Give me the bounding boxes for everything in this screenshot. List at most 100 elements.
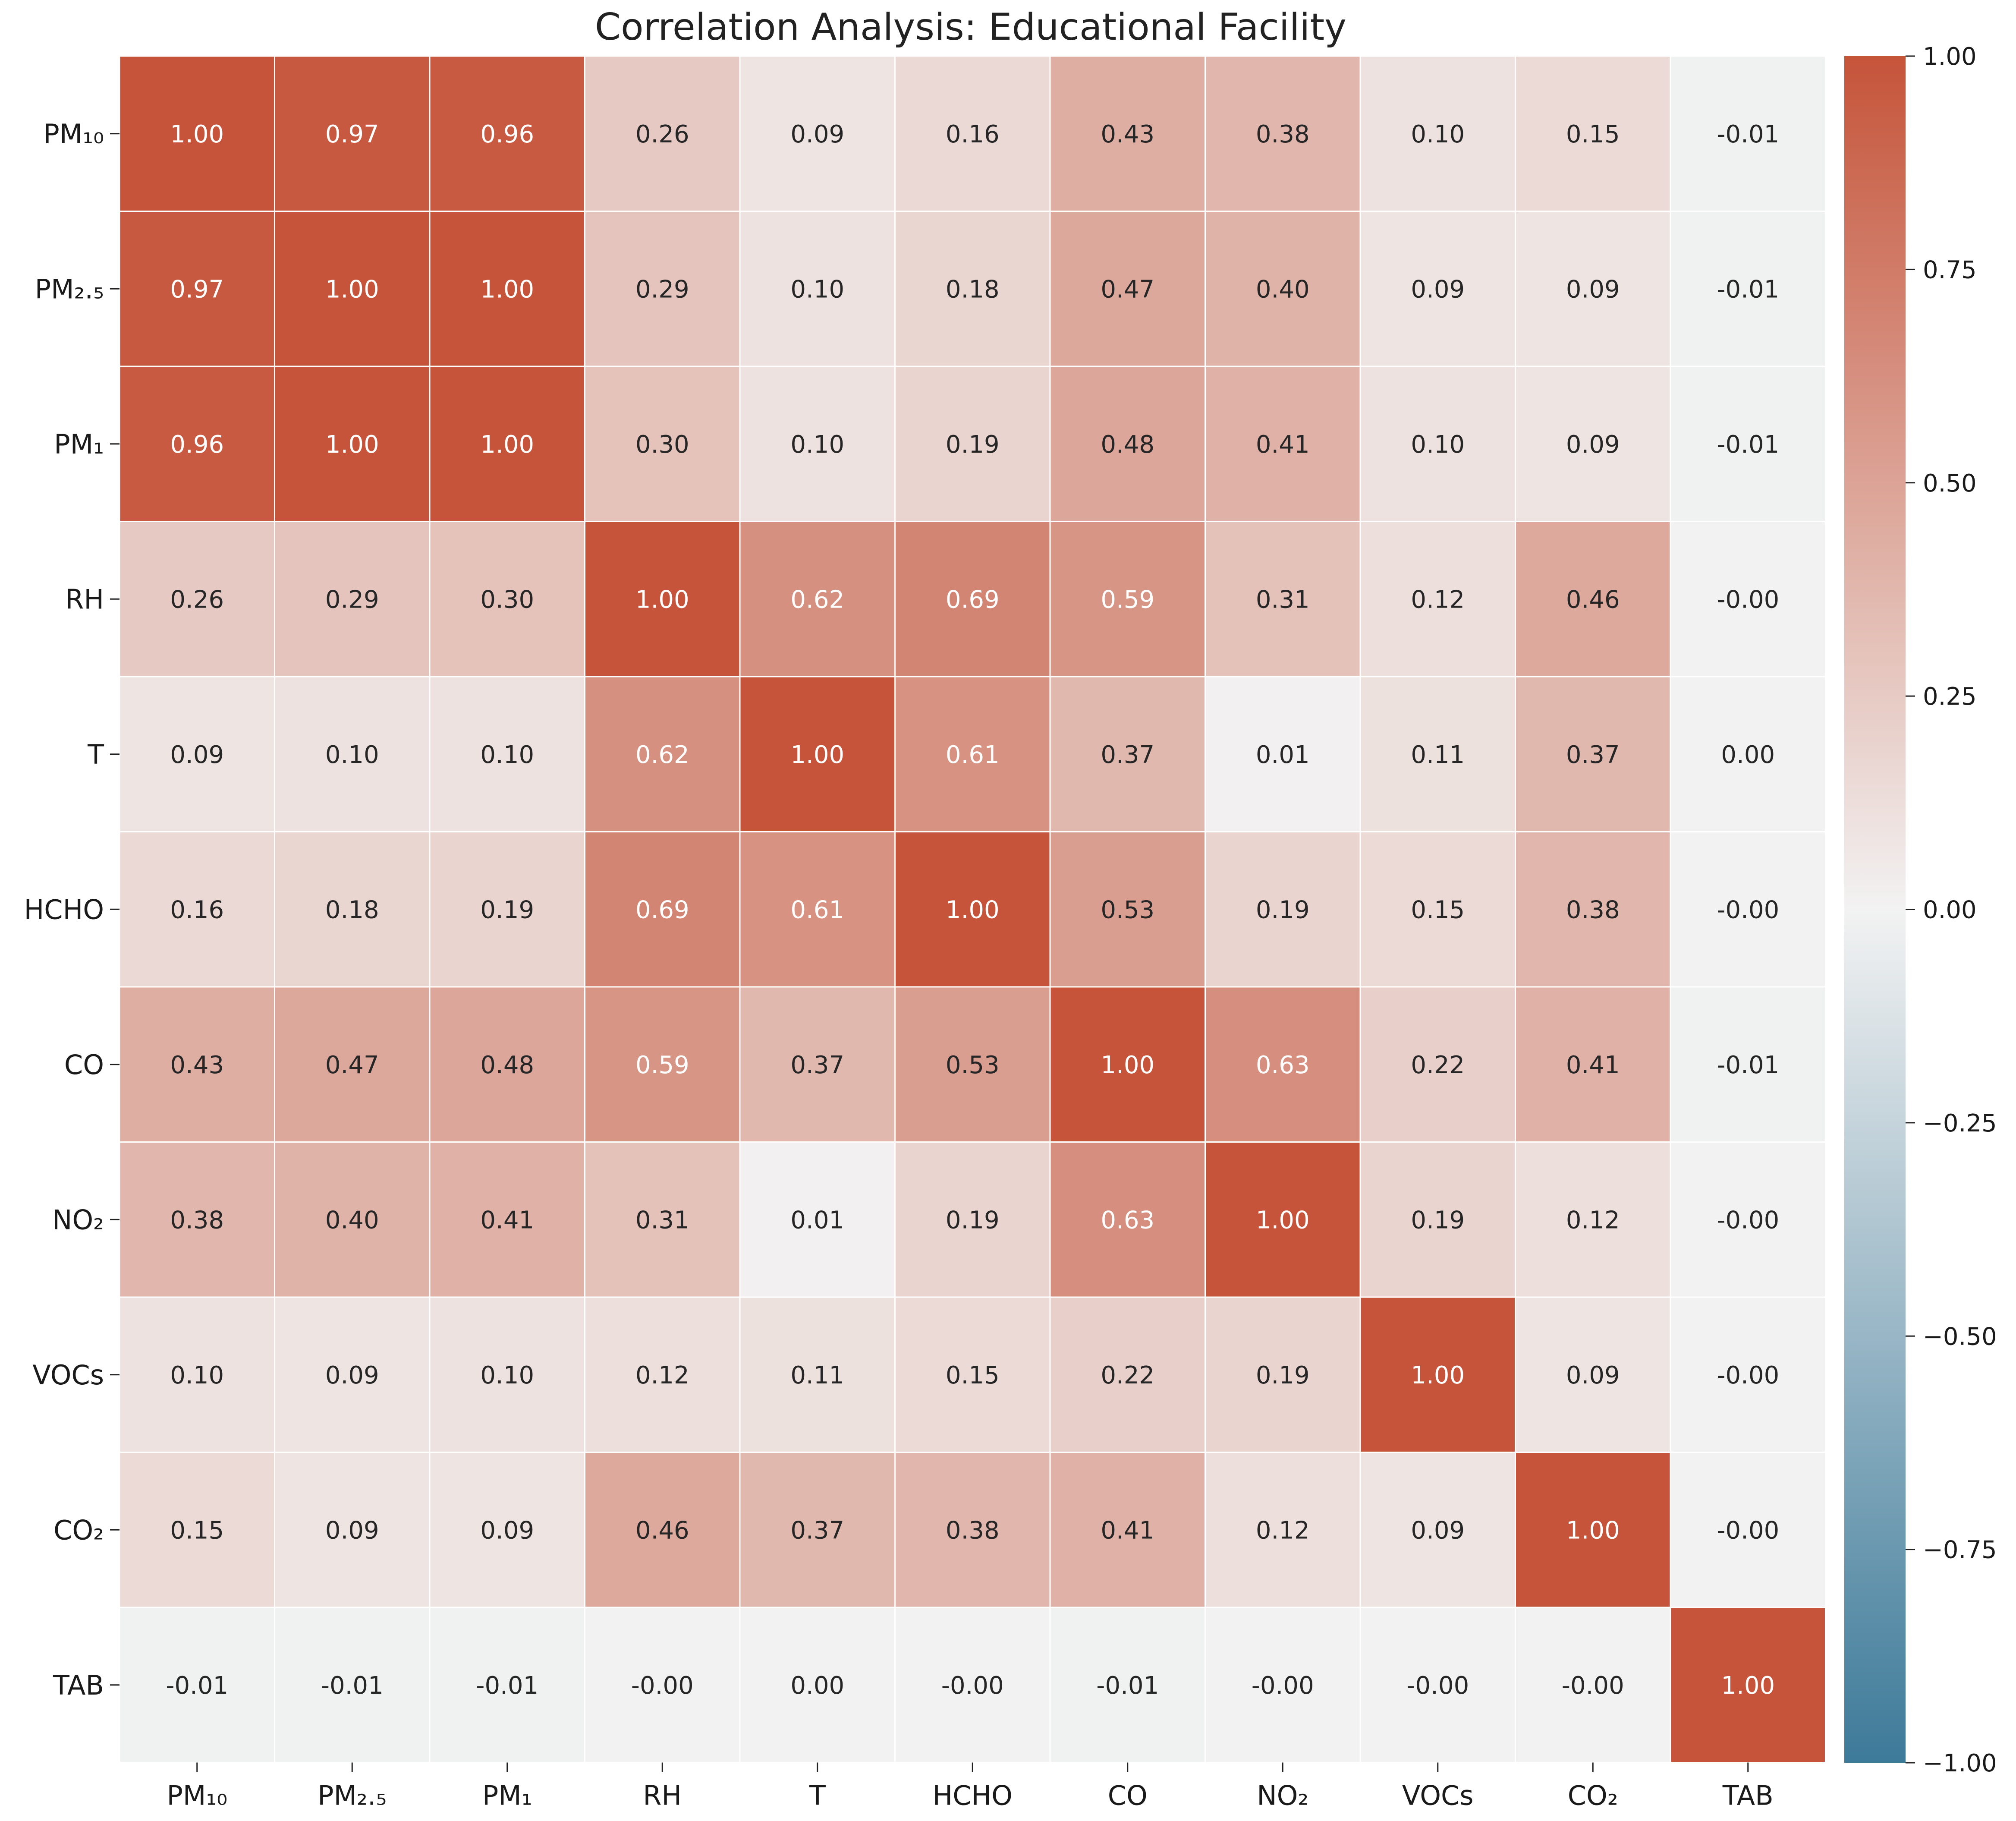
cell-value-label: 0.40: [325, 1206, 379, 1234]
column-tick-label: NO₂: [1257, 1780, 1308, 1812]
heatmap-cell: [119, 1607, 275, 1763]
heatmap-cell: [1670, 365, 1826, 522]
cell-value-label: 0.09: [1411, 275, 1465, 303]
cell-value-label: 0.30: [635, 431, 689, 459]
row-tick-label: RH: [65, 583, 104, 615]
heatmap-cell: [894, 55, 1051, 212]
column-tick-label: RH: [643, 1780, 682, 1812]
cell-value-label: 1.00: [635, 586, 689, 614]
cell-value-label: 1.00: [1101, 1051, 1154, 1079]
cell-value-label: 1.00: [480, 431, 534, 459]
heatmap-cell: [1359, 521, 1516, 677]
heatmap-cell: [584, 211, 741, 367]
cell-value-label: 1.00: [790, 741, 844, 769]
cell-value-label: 0.19: [946, 1206, 1000, 1234]
cell-value-label: 0.96: [480, 120, 534, 148]
cell-value-label: 1.00: [1411, 1361, 1465, 1389]
heatmap-cell: [894, 1607, 1051, 1763]
row-tick-label: PM₁₀: [43, 118, 104, 150]
heatmap-cell: [1359, 676, 1516, 832]
heatmap-cell: [119, 1141, 275, 1298]
row-tick-label: T: [87, 739, 104, 770]
heatmap-cell: [584, 1141, 741, 1298]
cell-value-label: 0.18: [946, 275, 1000, 303]
column-tick-label: CO: [1108, 1780, 1148, 1812]
heatmap-cell: [894, 211, 1051, 367]
cell-value-label: -0.00: [1717, 1516, 1779, 1544]
cell-value-label: -0.01: [166, 1672, 228, 1700]
heatmap-cell: [894, 676, 1051, 832]
cell-value-label: 0.69: [635, 896, 689, 924]
heatmap-cell: [1205, 1452, 1361, 1608]
cell-value-label: -0.01: [321, 1672, 384, 1700]
heatmap-cell: [584, 1607, 741, 1763]
cell-value-label: 0.09: [170, 741, 224, 769]
heatmap-cell: [584, 676, 741, 832]
cell-value-label: 0.19: [1256, 896, 1310, 924]
heatmap-cell: [894, 1452, 1051, 1608]
heatmap-cell: [739, 365, 896, 522]
cell-value-label: 0.19: [1411, 1206, 1465, 1234]
heatmap-cell: [119, 211, 275, 367]
heatmap-cell: [1205, 1141, 1361, 1298]
cell-value-label: 0.97: [170, 275, 224, 303]
cell-value-label: 0.11: [790, 1361, 844, 1389]
cell-value-label: 1.00: [1721, 1672, 1775, 1700]
cell-value-label: 0.00: [1721, 741, 1775, 769]
heatmap-cell: [1515, 986, 1671, 1143]
cell-value-label: -0.00: [1562, 1672, 1624, 1700]
cell-value-label: -0.00: [1252, 1672, 1314, 1700]
heatmap-cell: [1670, 1141, 1826, 1298]
cell-value-label: -0.00: [1717, 586, 1779, 614]
cell-value-label: 0.48: [480, 1051, 534, 1079]
cell-value-label: 0.22: [1411, 1051, 1465, 1079]
heatmap-cell: [274, 521, 431, 677]
row-tick-label: HCHO: [24, 894, 104, 925]
cell-value-label: 1.00: [325, 431, 379, 459]
cell-value-label: 1.00: [1256, 1206, 1310, 1234]
cell-value-label: 0.10: [170, 1361, 224, 1389]
heatmap-cell: [1049, 521, 1206, 677]
cell-value-label: 0.61: [790, 896, 844, 924]
heatmap-cell: [1515, 1141, 1671, 1298]
cell-value-label: 0.10: [1411, 431, 1465, 459]
heatmap-cell: [1359, 986, 1516, 1143]
heatmap-cell: [1670, 1607, 1826, 1763]
cell-value-label: 0.09: [1566, 431, 1620, 459]
colorbar-tick-label: −0.50: [1923, 1323, 1997, 1351]
heatmap-cell: [1205, 1296, 1361, 1453]
heatmap-cell: [584, 831, 741, 988]
heatmap-cell: [429, 521, 585, 677]
row-tick-label: CO₂: [53, 1514, 104, 1546]
heatmap-cell: [1515, 676, 1671, 832]
heatmap-cell: [894, 365, 1051, 522]
cell-value-label: 0.97: [325, 120, 379, 148]
row-labels: PM₁₀ PM₂.₅ PM₁ RH T HCHO CO NO₂ VOCs CO₂ TAB: [24, 118, 120, 1701]
cell-value-label: -0.01: [1717, 1051, 1779, 1079]
heatmap-cell: [429, 211, 585, 367]
heatmap-cell: [274, 831, 431, 988]
row-tick-label: PM₂.₅: [35, 273, 104, 305]
heatmap-cell: [1670, 1296, 1826, 1453]
cell-value-label: 0.62: [790, 586, 844, 614]
cell-value-label: 0.26: [635, 120, 689, 148]
cell-value-label: 0.18: [325, 896, 379, 924]
cell-value-label: 0.63: [1256, 1051, 1310, 1079]
cell-value-label: 0.12: [635, 1361, 689, 1389]
cell-value-label: 0.37: [790, 1516, 844, 1544]
heatmap-cells: 1.00 0.97 0.96 0.26 0.09 0.16 0.43 0.38 0.10 0.15…: [119, 55, 1826, 1763]
cell-value-label: 0.09: [1566, 275, 1620, 303]
cell-value-label: 0.30: [480, 586, 534, 614]
cell-value-label: 0.62: [635, 741, 689, 769]
cell-value-label: 0.46: [635, 1516, 689, 1544]
cell-value-label: -0.00: [1717, 896, 1779, 924]
cell-value-label: 0.11: [1411, 741, 1465, 769]
heatmap-cell: [1670, 55, 1826, 212]
colorbar-tick-label: −0.25: [1923, 1109, 1997, 1137]
heatmap-cell: [1049, 831, 1206, 988]
cell-value-label: 0.09: [480, 1516, 534, 1544]
column-labels: PM₁₀ PM₂.₅ PM₁ RH T HCHO CO NO₂ VOCs CO₂ TAB: [167, 1762, 1774, 1812]
row-tick-label: TAB: [53, 1670, 104, 1701]
heatmap-cell: [429, 986, 585, 1143]
